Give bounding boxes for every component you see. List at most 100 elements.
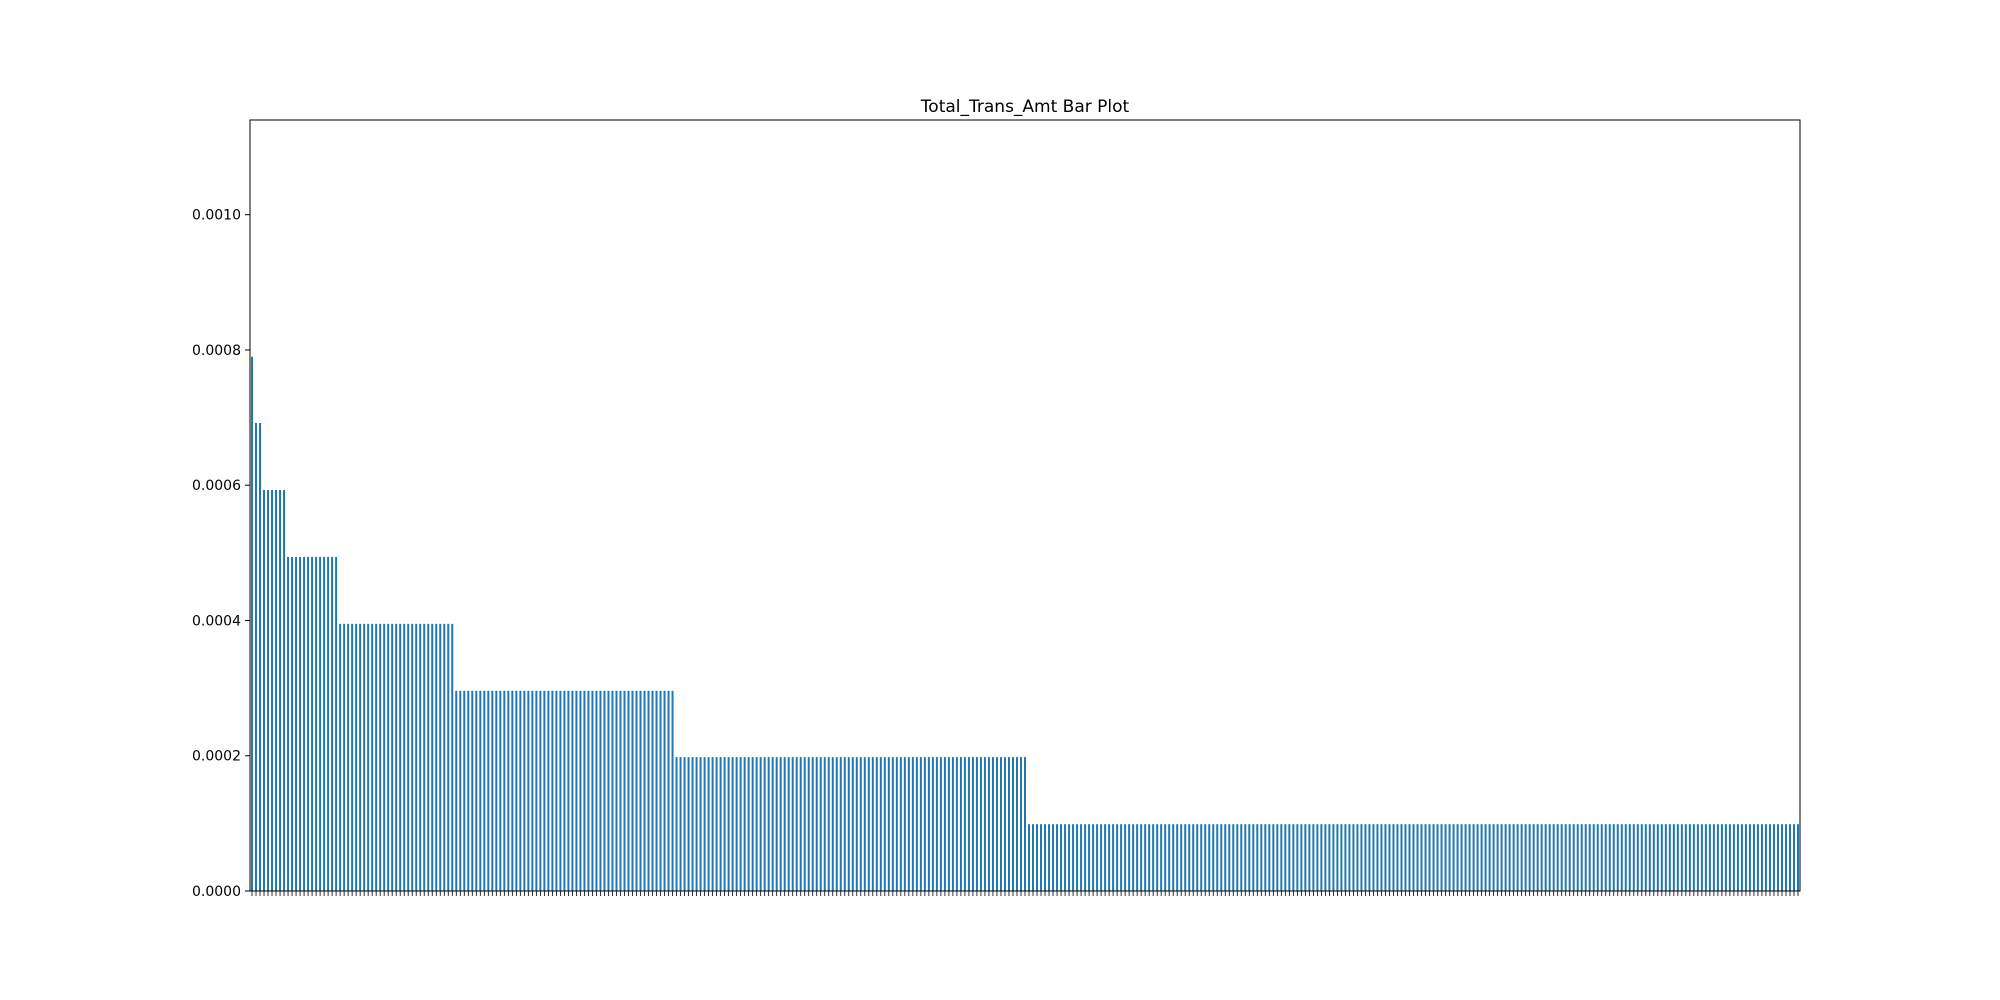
bar — [443, 623, 446, 891]
bar — [523, 690, 526, 891]
bar — [1500, 824, 1503, 891]
bar — [1480, 824, 1483, 891]
bar — [855, 757, 858, 891]
bar — [499, 690, 502, 891]
bar — [595, 690, 598, 891]
bar — [923, 757, 926, 891]
bar — [643, 690, 646, 891]
bar — [1476, 824, 1479, 891]
bar — [847, 757, 850, 891]
bar — [1676, 824, 1679, 891]
bar — [1028, 824, 1030, 891]
bar — [935, 757, 938, 891]
bar — [1396, 824, 1399, 891]
bar — [487, 690, 490, 891]
bar — [267, 489, 270, 891]
bar — [459, 690, 462, 891]
bar — [479, 690, 482, 891]
bar — [1516, 824, 1519, 891]
bar — [1768, 824, 1771, 891]
bar — [887, 757, 890, 891]
bar — [1080, 824, 1083, 891]
bar — [1624, 824, 1627, 891]
bar — [1560, 824, 1563, 891]
bar — [1392, 824, 1395, 891]
bar — [755, 757, 758, 891]
bar — [827, 757, 830, 891]
bar — [1128, 824, 1131, 891]
bar — [787, 757, 790, 891]
bar — [1024, 757, 1026, 891]
bar — [1248, 824, 1251, 891]
bar — [679, 757, 682, 891]
bar — [1036, 824, 1039, 891]
bar — [715, 757, 718, 891]
bar — [1308, 824, 1311, 891]
bar — [1792, 824, 1795, 891]
bar — [1292, 824, 1295, 891]
bar — [823, 757, 826, 891]
bar — [1120, 824, 1123, 891]
bar — [1508, 824, 1511, 891]
bar — [1656, 824, 1659, 891]
bar — [399, 623, 402, 891]
bar — [1797, 824, 1799, 891]
bar — [943, 757, 946, 891]
bar — [583, 690, 586, 891]
bar — [1332, 824, 1335, 891]
bar — [495, 690, 498, 891]
bar — [1780, 824, 1783, 891]
bar — [415, 623, 418, 891]
bar — [623, 690, 626, 891]
bar — [1388, 824, 1391, 891]
bar — [951, 757, 954, 891]
bar — [1664, 824, 1667, 891]
bar — [327, 556, 330, 891]
bar — [1188, 824, 1191, 891]
plot-frame — [249, 119, 1801, 892]
bar — [1296, 824, 1299, 891]
bar — [875, 757, 878, 891]
bar — [1140, 824, 1143, 891]
bar — [1228, 824, 1231, 891]
bar — [863, 757, 866, 891]
bar — [511, 690, 514, 891]
bar — [735, 757, 738, 891]
bar — [631, 690, 634, 891]
bar — [1156, 824, 1159, 891]
bar — [791, 757, 794, 891]
bar — [1636, 824, 1639, 891]
bar — [447, 623, 450, 891]
bar — [1003, 757, 1006, 891]
bar — [739, 757, 742, 891]
bar — [727, 757, 730, 891]
bar — [647, 690, 650, 891]
bar — [1456, 824, 1459, 891]
bar — [503, 690, 506, 891]
bar — [1324, 824, 1327, 891]
bar — [1732, 824, 1735, 891]
bar — [999, 757, 1002, 891]
bar — [1011, 757, 1014, 891]
bar — [1328, 824, 1331, 891]
bar — [1124, 824, 1127, 891]
bar — [1648, 824, 1651, 891]
bar — [383, 623, 386, 891]
bar — [1556, 824, 1559, 891]
bar — [1176, 824, 1179, 891]
bar — [1019, 757, 1022, 891]
bar — [611, 690, 614, 891]
bar — [627, 690, 630, 891]
bar — [251, 356, 253, 892]
bar — [807, 757, 810, 891]
bar — [1216, 824, 1219, 891]
bar — [1452, 824, 1455, 891]
bar — [1204, 824, 1207, 891]
bar — [1616, 824, 1619, 891]
bar — [695, 757, 698, 891]
bar — [723, 757, 726, 891]
bar — [1344, 824, 1347, 891]
bar — [683, 757, 686, 891]
bar — [1684, 824, 1687, 891]
bar — [1116, 824, 1119, 891]
